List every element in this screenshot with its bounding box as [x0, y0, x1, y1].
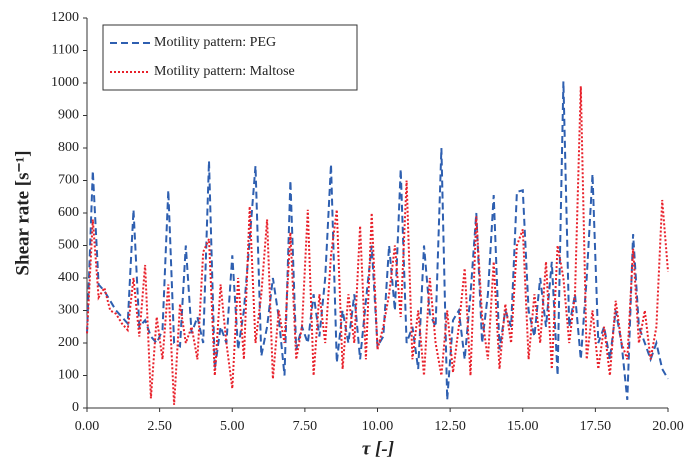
series-line [86, 86, 669, 405]
y-tick-label: 1000 [51, 75, 79, 90]
y-tick-label: 200 [58, 335, 79, 350]
y-axis-title: Shear rate [s⁻¹] [12, 150, 33, 275]
y-tick-label: 400 [58, 270, 79, 285]
y-tick-label: 900 [58, 108, 79, 123]
x-tick-label: 0.00 [75, 419, 100, 434]
x-tick-label: 5.00 [220, 419, 245, 434]
y-tick-label: 1100 [52, 43, 79, 58]
y-tick-label: 800 [58, 140, 79, 155]
x-tick-label: 2.50 [147, 419, 172, 434]
x-axis-title: τ [-] [362, 438, 394, 459]
legend-label: Motility pattern: Maltose [154, 64, 295, 79]
legend [102, 24, 358, 91]
y-tick-label: 0 [72, 400, 79, 415]
y-tick-label: 700 [58, 173, 79, 188]
x-tick-label: 12.50 [434, 419, 466, 434]
y-tick-label: 100 [58, 368, 79, 383]
legend-label: Motility pattern: PEG [154, 35, 276, 50]
y-tick-label: 500 [58, 238, 79, 253]
y-tick-label: 1200 [51, 10, 79, 25]
x-tick-label: 15.00 [507, 419, 539, 434]
x-tick-label: 10.00 [362, 419, 394, 434]
y-tick-label: 300 [58, 303, 79, 318]
x-tick-label: 20.00 [652, 419, 684, 434]
x-tick-label: 17.50 [580, 419, 612, 434]
x-tick-label: 7.50 [293, 419, 318, 434]
y-tick-label: 600 [58, 205, 79, 220]
